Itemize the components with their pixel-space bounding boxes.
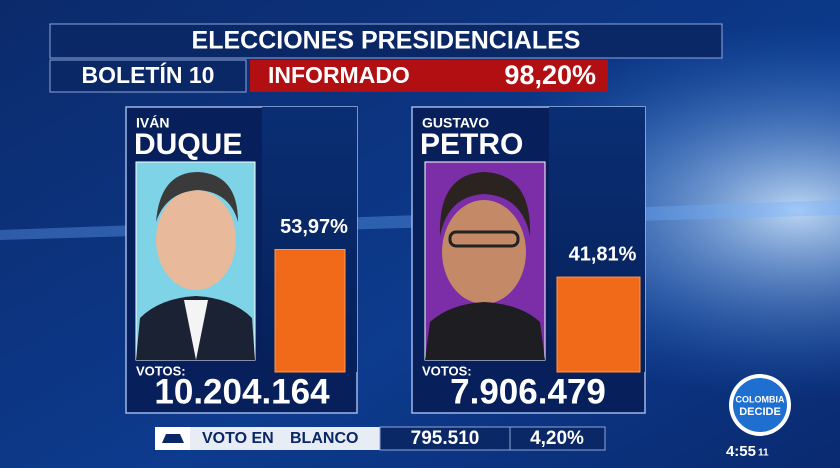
logo bbox=[733, 378, 787, 432]
blank-percent: 4,20% bbox=[530, 428, 584, 449]
blank-icon bbox=[162, 434, 184, 443]
first-name: GUSTAVO bbox=[422, 115, 489, 131]
votes-label: VOTOS: bbox=[422, 363, 472, 378]
title-box bbox=[49, 23, 723, 59]
logo-line1: COLOMBIA bbox=[736, 394, 785, 404]
bar bbox=[274, 248, 346, 373]
votes-label: VOTOS: bbox=[136, 363, 186, 378]
reported-percent: 98,20% bbox=[504, 60, 596, 90]
last-name: PETRO bbox=[420, 128, 523, 161]
percent-label: 53,97% bbox=[280, 216, 348, 238]
blank-votes: 795.510 bbox=[411, 428, 480, 449]
last-name: DUQUE bbox=[134, 128, 242, 161]
logo-line2: DECIDE bbox=[739, 406, 781, 418]
blank-label-box bbox=[190, 427, 380, 450]
clock-seconds: 11 bbox=[758, 448, 769, 459]
bar bbox=[556, 276, 641, 373]
first-name: IVÁN bbox=[136, 115, 169, 131]
blank-percent-box bbox=[509, 426, 606, 451]
blank-label-start: VOTO EN bbox=[202, 430, 274, 447]
title: ELECCIONES PRESIDENCIALES bbox=[192, 27, 581, 55]
blank-label-end: BLANCO bbox=[290, 430, 358, 447]
reported-label: INFORMADO bbox=[268, 62, 410, 88]
bulletin-box bbox=[49, 59, 247, 93]
votes: 10.204.164 bbox=[154, 372, 330, 411]
clock-time: 4:55 bbox=[726, 443, 756, 460]
candidate-panel bbox=[411, 106, 646, 414]
percent-label: 41,81% bbox=[569, 243, 637, 265]
bulletin: BOLETÍN 10 bbox=[82, 61, 215, 88]
reported-box bbox=[250, 60, 608, 92]
votes: 7.906.479 bbox=[450, 372, 606, 411]
